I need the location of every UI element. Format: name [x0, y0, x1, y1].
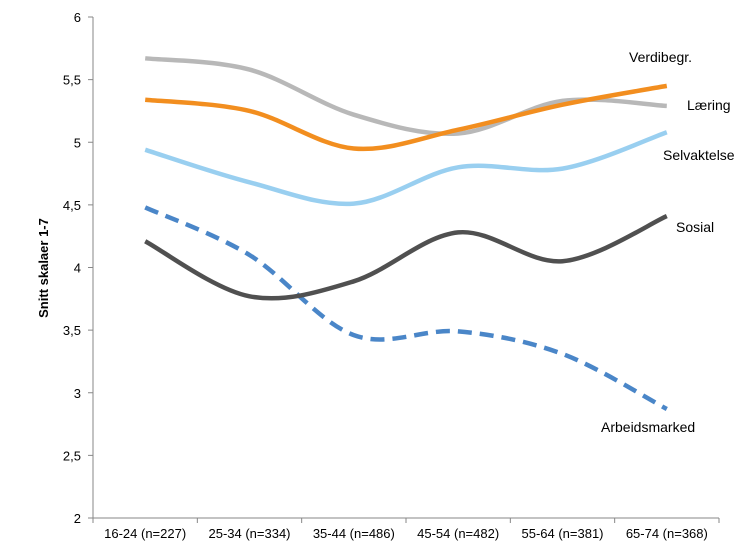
x-tick-label: 16-24 (n=227) [104, 526, 186, 541]
series-line-l-ring [144, 83, 668, 152]
series-line-arbeidsmarked [144, 205, 668, 411]
y-tick-label: 5,5 [63, 73, 81, 88]
series-label: Sosial [676, 219, 714, 235]
y-tick-label: 3,5 [63, 323, 81, 338]
series-label: Arbeidsmarked [601, 419, 695, 435]
x-tick-label: 25-34 (n=334) [208, 526, 290, 541]
y-tick-label: 2,5 [63, 448, 81, 463]
y-tick-label: 3 [74, 386, 81, 401]
series-label: Selvaktelse [663, 147, 735, 163]
series-label: Verdibegr. [629, 49, 692, 65]
y-tick-label: 2 [74, 511, 81, 526]
x-tick-label: 65-74 (n=368) [626, 526, 708, 541]
y-axis-label: Snitt skalaer 1-7 [36, 218, 51, 318]
y-tick-label: 5 [74, 135, 81, 150]
axes: 2 2,5 3 3,5 4 4,5 5 5,5 6 16-24 (n=227) 25-34 (n=3… [63, 10, 720, 541]
x-tick-label: 55-64 (n=381) [521, 526, 603, 541]
series-label: Læring [687, 97, 731, 113]
series-labels: Verdibegr. Læring Selvaktelse Sosial Arbeids… [601, 49, 735, 435]
series-line-selvaktelse [144, 130, 668, 207]
series-lines [144, 56, 668, 411]
y-tick-label: 4 [74, 261, 81, 276]
series-line-verdibegr- [144, 56, 667, 137]
y-tick-label: 4,5 [63, 198, 81, 213]
y-tick-label: 6 [74, 10, 81, 25]
x-tick-label: 35-44 (n=486) [313, 526, 395, 541]
x-tick-label: 45-54 (n=482) [417, 526, 499, 541]
series-line-sosial [144, 214, 668, 301]
